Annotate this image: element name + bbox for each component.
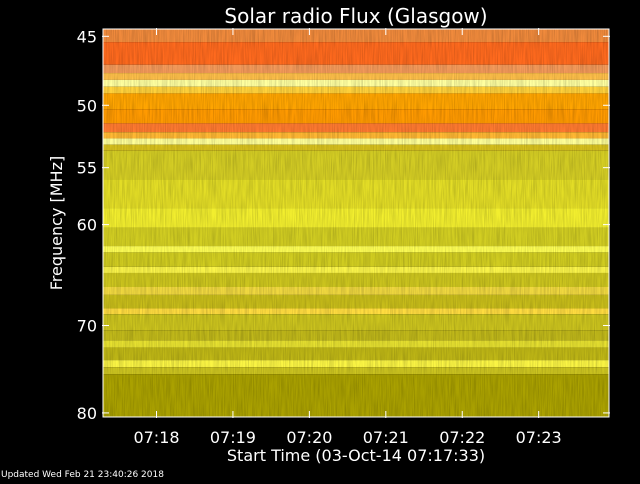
y-axis-label: Frequency [MHz] bbox=[47, 156, 66, 290]
x-tick-label: 07:23 bbox=[516, 428, 562, 447]
y-tick-label: 50 bbox=[77, 96, 97, 115]
y-tick-label: 70 bbox=[77, 317, 97, 336]
y-tick-label: 80 bbox=[77, 404, 97, 423]
updated-footer: Updated Wed Feb 21 23:40:26 2018 bbox=[1, 470, 164, 480]
x-axis-label: Start Time (03-Oct-14 07:17:33) bbox=[227, 446, 485, 465]
y-tick-label: 45 bbox=[77, 27, 97, 46]
x-tick-label: 07:21 bbox=[363, 428, 409, 447]
y-tick-label: 60 bbox=[77, 216, 97, 235]
plot-area bbox=[103, 29, 609, 417]
x-tick-label: 07:19 bbox=[210, 428, 256, 447]
texture-overlay bbox=[103, 29, 609, 417]
x-tick-label: 07:18 bbox=[133, 428, 179, 447]
y-axis-ticks: 45 50 55 60 70 80 bbox=[77, 27, 610, 423]
y-tick-label: 55 bbox=[77, 159, 97, 178]
x-tick-label: 07:20 bbox=[286, 428, 332, 447]
plot-frame bbox=[102, 28, 610, 418]
x-axis-ticks: 07:18 07:19 07:20 07:21 07:22 07:23 bbox=[133, 28, 562, 447]
x-tick-label: 07:22 bbox=[439, 428, 485, 447]
chart-title: Solar radio Flux (Glasgow) bbox=[224, 4, 487, 28]
